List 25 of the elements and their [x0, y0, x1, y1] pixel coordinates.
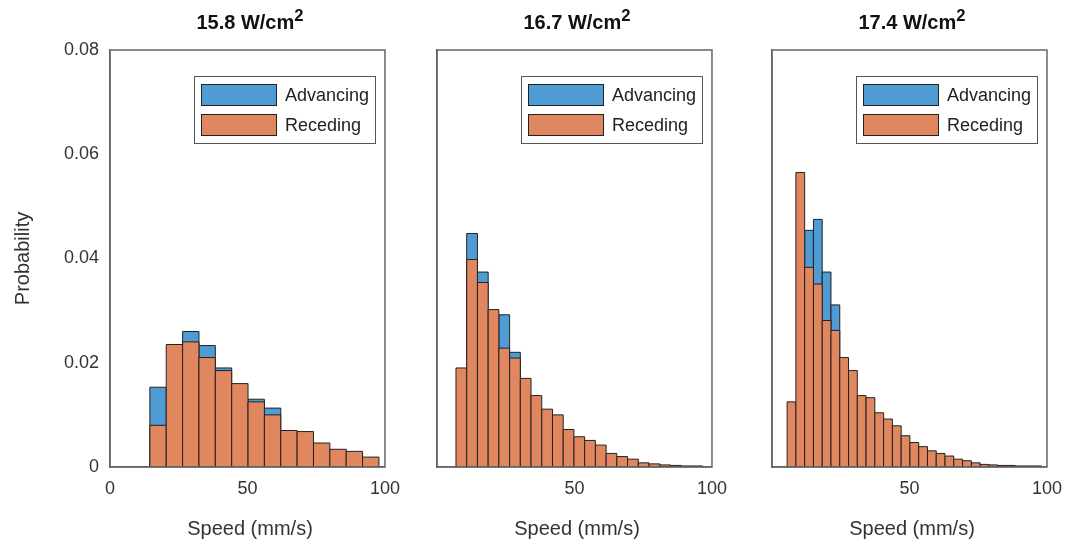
- legend-label: Receding: [285, 114, 362, 136]
- x-tick-label: 100: [369, 477, 401, 498]
- legend-label: Advancing: [612, 84, 697, 106]
- legend-label: Receding: [612, 114, 689, 136]
- y-tick-label: 0: [88, 455, 99, 476]
- x-tick-label: 50: [564, 477, 585, 498]
- y-axis-title: Probability: [10, 211, 34, 306]
- x-tick-label: 0: [104, 477, 116, 498]
- legend-label: Advancing: [947, 84, 1032, 106]
- x-tick-label: 100: [1031, 477, 1063, 498]
- legend-label: Advancing: [285, 84, 370, 106]
- x-tick-label: 50: [237, 477, 258, 498]
- y-tick-label: 0.06: [63, 143, 99, 164]
- x-tick-label: 100: [696, 477, 728, 498]
- legend-label: Receding: [947, 114, 1024, 136]
- x-axis-title: Speed (mm/s): [848, 517, 976, 540]
- y-tick-label: 0.02: [63, 351, 99, 372]
- x-axis-title: Speed (mm/s): [513, 517, 641, 540]
- chart-title: 17.4 W/cm$^{2}$: [857, 6, 967, 34]
- x-axis-title: Speed (mm/s): [186, 517, 314, 540]
- y-tick-label: 0.08: [63, 38, 99, 59]
- x-tick-label: 50: [899, 477, 920, 498]
- chart-title: 16.7 W/cm$^{2}$: [522, 6, 632, 34]
- y-tick-label: 0.04: [63, 247, 99, 268]
- chart-title: 15.8 W/cm$^{2}$: [195, 6, 305, 34]
